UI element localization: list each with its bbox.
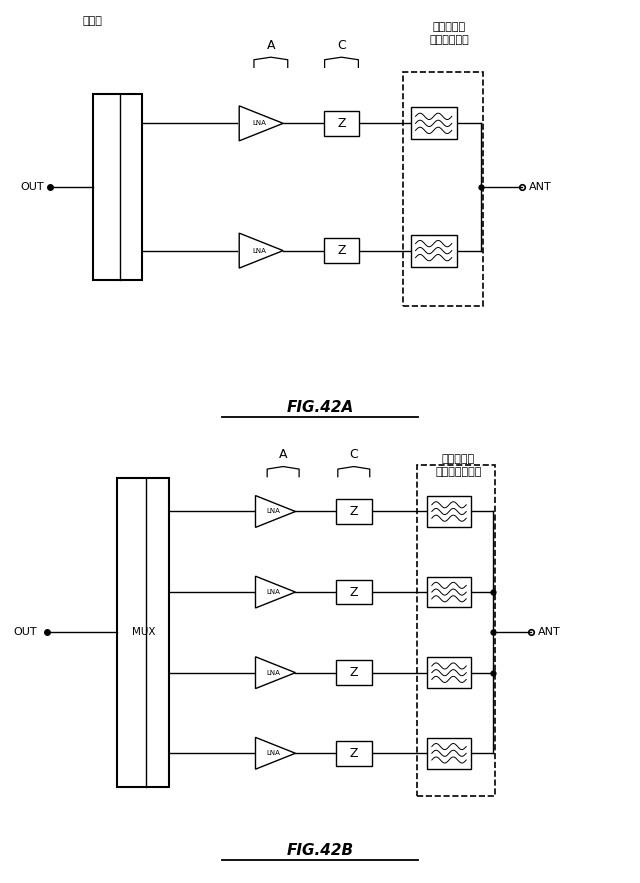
Text: LNA: LNA — [266, 509, 280, 515]
Text: MUX: MUX — [132, 628, 155, 638]
Bar — [427, 738, 471, 768]
Bar — [324, 238, 359, 263]
Text: Z: Z — [349, 747, 358, 759]
Text: OUT: OUT — [13, 628, 37, 638]
Bar — [336, 741, 372, 766]
Text: A: A — [279, 449, 287, 462]
Text: A: A — [267, 39, 275, 52]
Bar — [117, 478, 170, 788]
Bar — [411, 235, 457, 267]
Text: LNA: LNA — [252, 247, 266, 253]
Bar — [403, 72, 483, 306]
Text: フィルタ／
マルチプレクサ: フィルタ／ マルチプレクサ — [435, 454, 481, 478]
Text: フィルタ／
ダイプレクサ: フィルタ／ ダイプレクサ — [429, 21, 469, 45]
Text: Z: Z — [337, 117, 346, 130]
Bar — [427, 496, 471, 527]
Text: Z: Z — [349, 585, 358, 599]
Text: ANT: ANT — [538, 628, 561, 638]
Bar — [324, 111, 359, 136]
Text: 結合器: 結合器 — [83, 16, 102, 26]
Text: ANT: ANT — [529, 182, 552, 192]
Text: LNA: LNA — [266, 669, 280, 675]
Text: FIG.42B: FIG.42B — [287, 843, 353, 858]
Bar — [411, 108, 457, 140]
Bar — [427, 577, 471, 608]
Text: LNA: LNA — [252, 120, 266, 126]
Text: Z: Z — [337, 244, 346, 257]
Text: Z: Z — [349, 666, 358, 679]
Bar — [336, 499, 372, 524]
Text: Z: Z — [349, 505, 358, 518]
Bar — [427, 658, 471, 688]
Bar — [336, 580, 372, 604]
Text: C: C — [337, 39, 346, 52]
Text: LNA: LNA — [266, 751, 280, 756]
Bar — [336, 660, 372, 685]
Bar — [93, 94, 142, 280]
Bar — [417, 464, 495, 796]
Text: OUT: OUT — [20, 182, 44, 192]
Text: C: C — [349, 449, 358, 462]
Text: FIG.42A: FIG.42A — [286, 400, 354, 415]
Text: LNA: LNA — [266, 589, 280, 595]
